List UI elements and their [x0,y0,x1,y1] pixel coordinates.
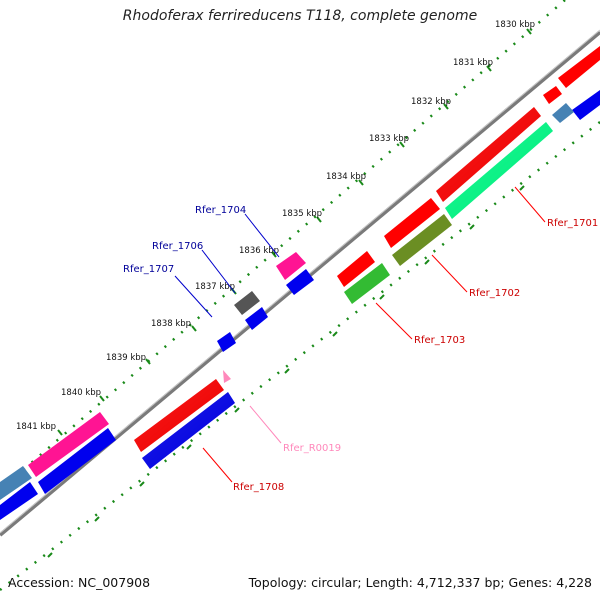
tick-label-1840: 1840 kbp [61,388,101,398]
gene-blue-left[interactable] [38,428,116,494]
gene-blue-1837[interactable] [245,307,268,330]
gene-blue-1836[interactable] [286,269,314,295]
gene-rfer-1706[interactable] [234,291,260,315]
gene-rfer-1702[interactable] [392,214,452,266]
genome-summary-text: Topology: circular; Length: 4,712,337 bp… [248,575,592,590]
gene-shading [134,107,553,469]
gene-steel-topright[interactable] [552,103,574,123]
gene-red-1836[interactable] [337,251,375,287]
upper-tick-marks [57,28,532,436]
label-rfer-1704[interactable]: Rfer_1704 [195,205,246,216]
gene-red-1835[interactable] [384,198,440,248]
tick-label-1837: 1837 kbp [195,282,235,292]
tick-label-1830: 1830 kbp [495,20,535,30]
label-rfer-1706[interactable]: Rfer_1706 [152,241,203,252]
gene-rfer-1703[interactable] [344,263,390,304]
gene-red-topright[interactable] [558,46,600,88]
tick-label-1836: 1836 kbp [239,246,279,256]
tick-label-1838: 1838 kbp [151,319,191,329]
gene-blue-topright[interactable] [572,90,600,120]
gene-pink-left[interactable] [28,412,109,477]
lower-tick-row [0,121,600,591]
map-title: Rhodoferax ferrireducens T118, complete … [122,8,478,24]
connector-rfer-1703 [375,302,413,340]
gene-rfer-1707[interactable] [217,332,236,352]
label-rfer-1702[interactable]: Rfer_1702 [469,288,520,299]
connector-rfer-1701 [514,186,546,223]
gene-red-small[interactable] [543,86,562,104]
tick-label-1833: 1833 kbp [369,134,409,144]
gene-rfer-r0019[interactable] [223,370,231,383]
label-rfer-r0019[interactable]: Rfer_R0019 [283,443,341,454]
tick-label-1834: 1834 kbp [326,172,366,182]
label-rfer-1708[interactable]: Rfer_1708 [233,482,284,493]
connector-rfer-1704 [244,213,280,258]
tick-label-1832: 1832 kbp [411,97,451,107]
tick-label-1841: 1841 kbp [16,422,56,432]
tick-label-1839: 1839 kbp [106,353,146,363]
label-rfer-1701[interactable]: Rfer_1701 [547,218,598,229]
accession-text: Accession: NC_007908 [8,575,151,590]
gene-steel-left[interactable] [0,466,32,500]
gene-rfer-1704[interactable] [276,252,306,280]
connector-rfer-1708 [202,447,233,483]
gene-blue-farleft[interactable] [0,482,38,520]
tick-label-1835: 1835 kbp [282,209,322,219]
lower-tick-marks [47,185,525,558]
connector-rfer-1706 [201,249,236,294]
connector-rfer-r0019 [249,405,282,444]
tick-label-1831: 1831 kbp [453,58,493,68]
connector-rfer-1702 [431,254,468,293]
label-rfer-1707[interactable]: Rfer_1707 [123,264,174,275]
upper-tick-row [0,0,566,491]
connector-rfer-1707 [174,275,213,318]
label-rfer-1703[interactable]: Rfer_1703 [414,335,465,346]
